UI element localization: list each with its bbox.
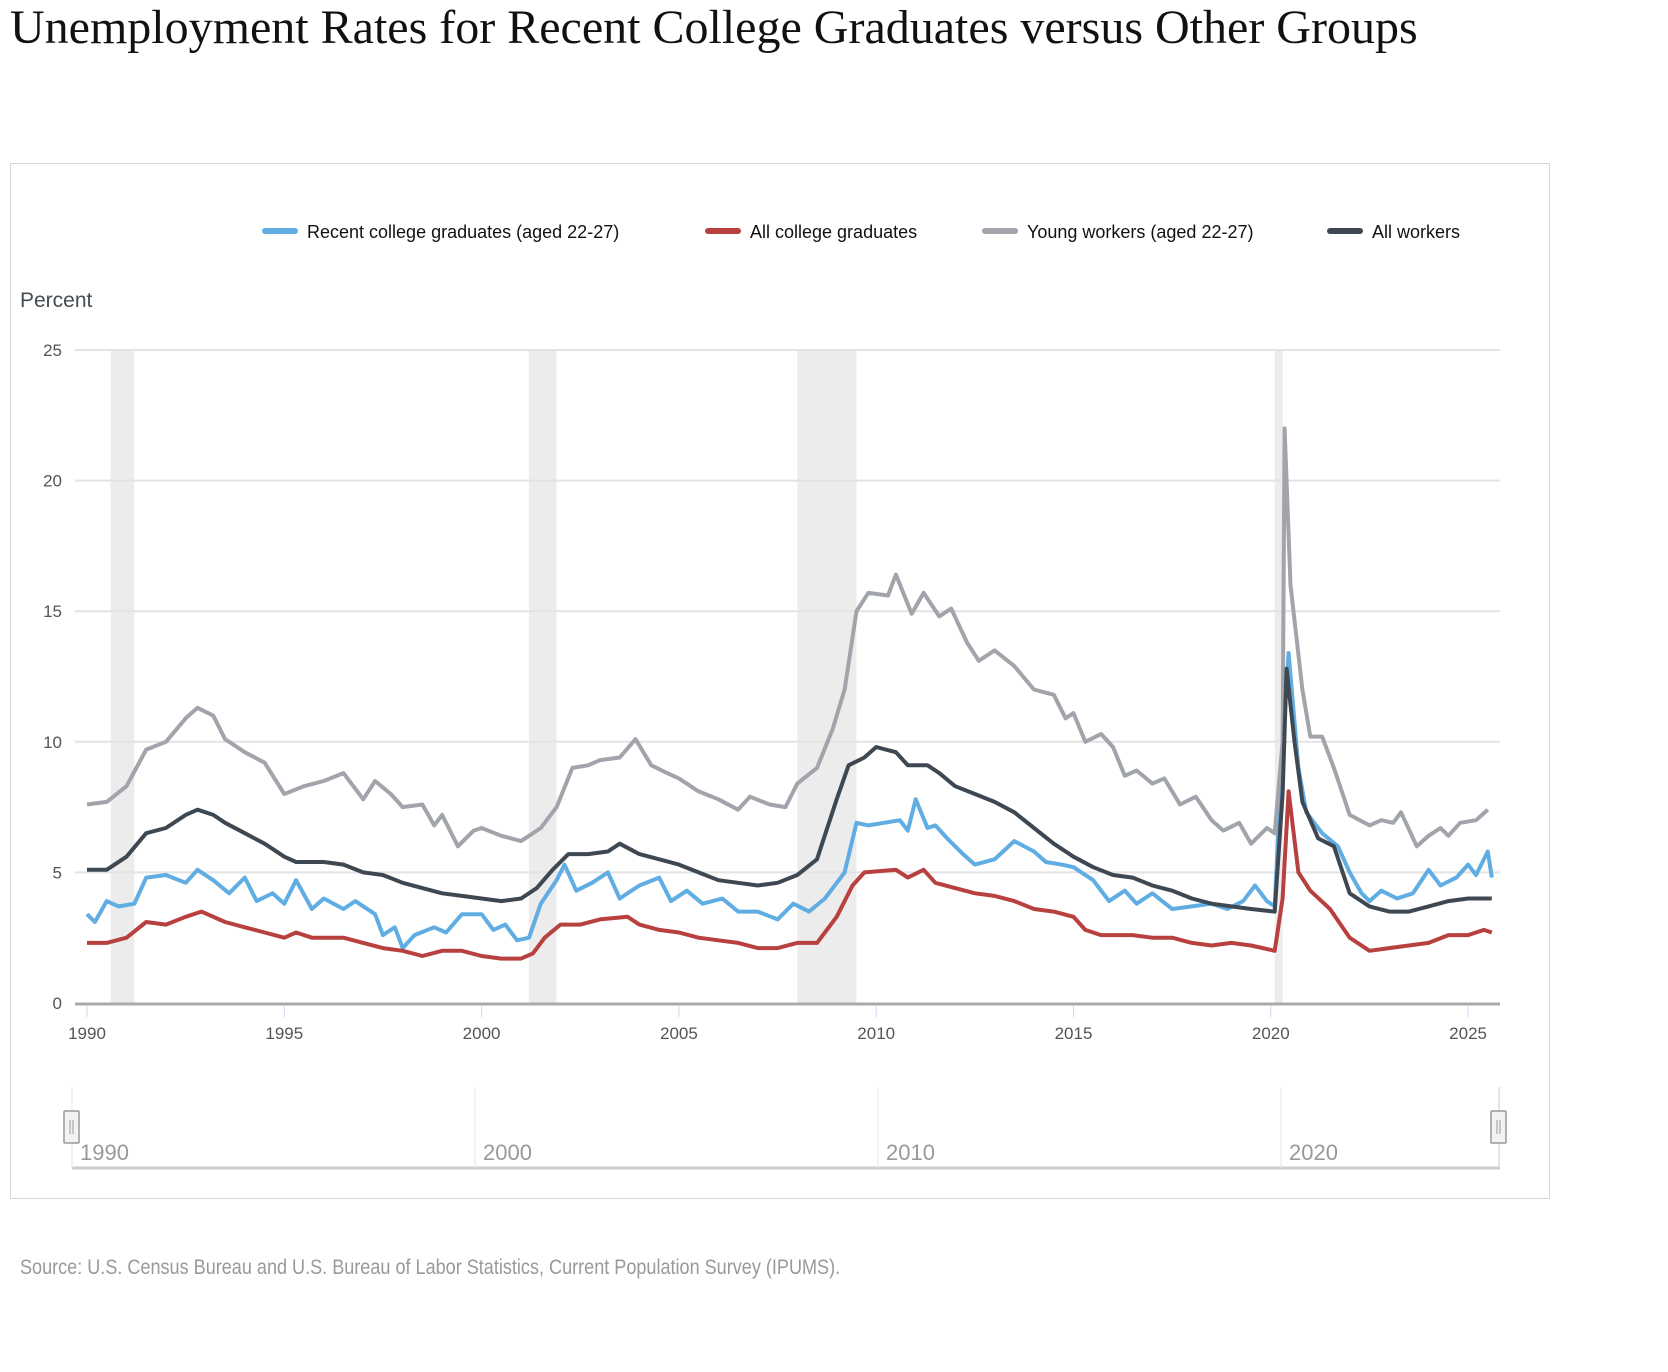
recession-band xyxy=(1274,350,1283,1003)
series-line-1 xyxy=(85,651,1494,951)
legend-item[interactable]: Young workers (aged 22-27) xyxy=(1027,222,1253,242)
navigator-label: 2020 xyxy=(1289,1140,1338,1165)
x-tick-label: 2020 xyxy=(1252,1024,1290,1043)
series-line-2 xyxy=(87,789,1493,961)
x-tick-label: 2025 xyxy=(1449,1024,1487,1043)
y-tick-label: 20 xyxy=(43,472,62,491)
y-tick-label: 25 xyxy=(43,341,62,360)
recession-band xyxy=(110,350,135,1003)
legend-item[interactable]: All workers xyxy=(1372,222,1460,242)
y-tick-label: 0 xyxy=(53,994,62,1013)
y-tick-label: 5 xyxy=(53,863,62,882)
x-tick-label: 2005 xyxy=(660,1024,698,1043)
x-tick-label: 2015 xyxy=(1055,1024,1093,1043)
x-tick-label: 1990 xyxy=(68,1024,106,1043)
recession-band xyxy=(528,350,557,1003)
legend-item[interactable]: Recent college graduates (aged 22-27) xyxy=(307,222,619,242)
x-tick-label: 1995 xyxy=(265,1024,303,1043)
x-tick-label: 2010 xyxy=(857,1024,895,1043)
navigator-handle[interactable] xyxy=(1490,1110,1507,1144)
chart-frame xyxy=(10,163,1550,1199)
source-note: Source: U.S. Census Bureau and U.S. Bure… xyxy=(20,1256,841,1279)
chart-title: Unemployment Rates for Recent College Gr… xyxy=(10,1,1418,54)
navigator-label: 2010 xyxy=(886,1140,935,1165)
series-line-4 xyxy=(87,666,1492,914)
range-navigator[interactable]: 1990 2000 2010 2020 xyxy=(63,1087,1507,1170)
y-tick-label: 10 xyxy=(43,733,62,752)
y-axis-label: Percent xyxy=(20,289,93,312)
series-line-3 xyxy=(86,426,1490,849)
y-tick-label: 15 xyxy=(43,602,62,621)
navigator-label: 2000 xyxy=(483,1140,532,1165)
legend-item[interactable]: All college graduates xyxy=(750,222,917,242)
navigator-label: 1990 xyxy=(80,1140,129,1165)
x-tick-label: 2000 xyxy=(463,1024,501,1043)
navigator-handle[interactable] xyxy=(63,1110,80,1144)
